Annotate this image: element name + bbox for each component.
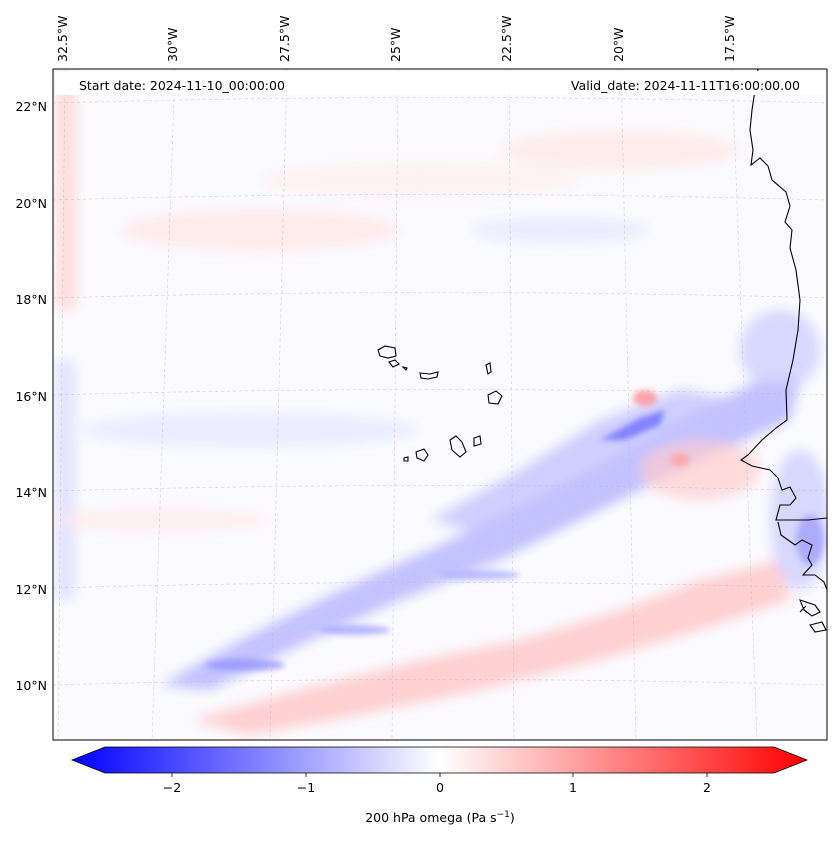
coastlines [377, 69, 827, 633]
lat-label-10n: 10°N [15, 678, 47, 693]
cabo-verde-sao-nicolau [419, 371, 439, 380]
map-panel [53, 69, 827, 740]
lat-label-16n: 16°N [15, 389, 47, 404]
valid-date-label: Valid_date: 2024-11-11T16:00:00.00 [571, 78, 800, 93]
header-box [55, 71, 825, 95]
longitude-labels: 32.5°W 30°W 27.5°W 25°W 22.5°W 20°W 17.5… [55, 16, 737, 62]
colorbar-tick-minus2: −2 [163, 780, 181, 795]
lon-label-30w: 30°W [165, 27, 180, 62]
colorbar-tick-minus1: −1 [297, 780, 315, 795]
colorbar-tick-0: 0 [436, 780, 444, 795]
cabo-verde-brava [403, 456, 409, 462]
cabo-verde-santa-luzia [401, 365, 408, 371]
colorbar-label: 200 hPa omega (Pa s−1) [365, 810, 515, 825]
guinea-bissau-coastline [777, 521, 827, 591]
cabo-verde-sal [485, 362, 492, 375]
start-date-label: Start date: 2024-11-10_00:00:00 [79, 78, 285, 93]
cabo-verde-fogo [415, 448, 429, 462]
cabo-verde-santiago [449, 435, 467, 458]
cabo-verde-sao-vicente [388, 359, 400, 368]
colorbar-ticks [171, 773, 708, 777]
lat-label-14n: 14°N [15, 485, 47, 500]
colorbar-body [70, 746, 809, 774]
lat-label-22n: 22°N [15, 99, 47, 114]
africa-coastline [739, 69, 827, 521]
cabo-verde-boa-vista [487, 390, 503, 405]
map-frame [52, 68, 828, 741]
lat-label-18n: 18°N [15, 292, 47, 307]
lon-label-32-5w: 32.5°W [55, 16, 70, 62]
colorbar-tick-2: 2 [703, 780, 711, 795]
lat-label-12n: 12°N [15, 582, 47, 597]
cabo-verde-santo-antao [377, 345, 397, 359]
colorbar-tick-1: 1 [569, 780, 577, 795]
colorbar: −2 −1 0 1 2 200 hPa omega (Pa s−1) [70, 746, 809, 825]
colorbar-label-close: ) [510, 810, 515, 825]
lon-label-25w: 25°W [388, 27, 403, 62]
lon-label-22-5w: 22.5°W [499, 16, 514, 62]
gridlines [53, 69, 827, 740]
lat-label-20n: 20°N [15, 196, 47, 211]
colorbar-label-exponent: −1 [497, 810, 510, 820]
latitude-labels: 22°N 20°N 18°N 16°N 14°N 12°N 10°N [15, 99, 47, 693]
cabo-verde-maio [473, 435, 482, 447]
colorbar-label-main: 200 hPa omega (Pa s [365, 810, 496, 825]
lon-label-27-5w: 27.5°W [277, 16, 292, 62]
lon-label-17-5w: 17.5°W [722, 16, 737, 62]
bijagos-islands [799, 599, 827, 633]
lon-label-20w: 20°W [611, 27, 626, 62]
